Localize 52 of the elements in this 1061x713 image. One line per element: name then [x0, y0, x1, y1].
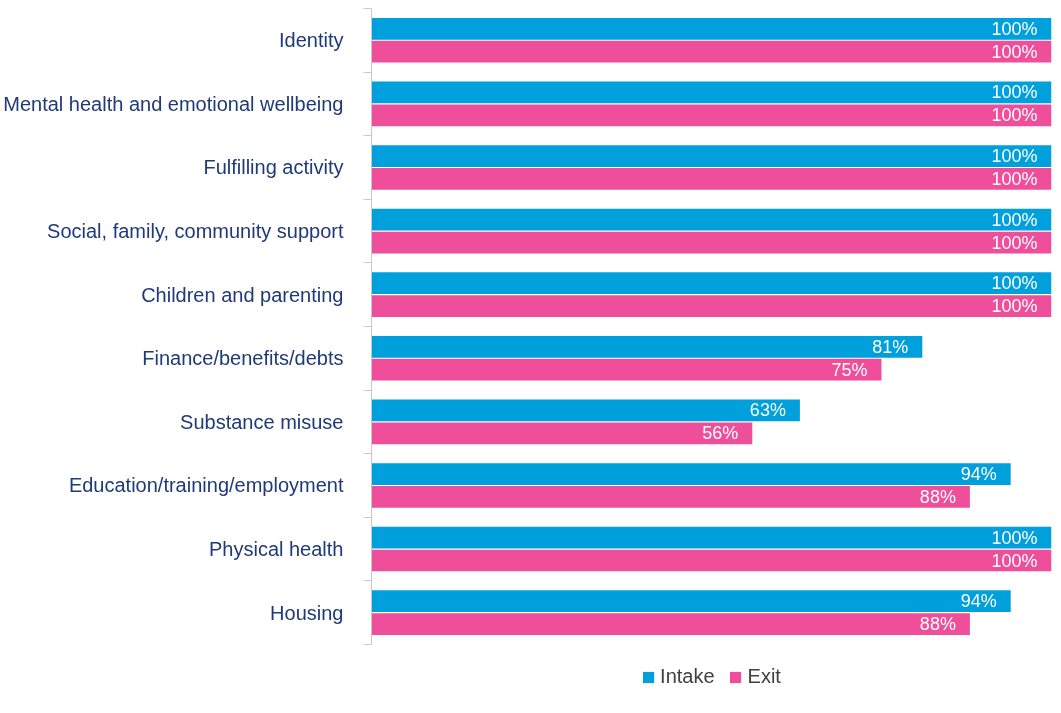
data-label: 75%: [831, 359, 868, 380]
bar: [371, 549, 1052, 572]
y-tick-label: Finance/benefits/debts: [142, 347, 344, 370]
y-tick-label: Social, family, community support: [47, 220, 344, 243]
bar: [371, 231, 1052, 254]
data-label: 100%: [991, 82, 1038, 103]
data-label: 100%: [991, 41, 1038, 62]
legend-label: Exit: [747, 665, 781, 688]
bar: [371, 272, 1052, 295]
data-label: 100%: [991, 527, 1038, 548]
y-tick-label: Children and parenting: [141, 283, 344, 306]
data-label: 88%: [919, 486, 956, 507]
y-tick-label: Housing: [270, 601, 344, 624]
data-label: 94%: [960, 591, 997, 612]
bar: [371, 40, 1052, 63]
bar: [371, 81, 1052, 104]
data-label: 100%: [991, 18, 1038, 39]
bar: [371, 168, 1052, 190]
bar: [371, 590, 1011, 613]
y-tick-label: Mental health and emotional wellbeing: [3, 92, 344, 115]
bar: [371, 295, 1052, 317]
bar: [371, 486, 970, 508]
legend-label: Intake: [660, 665, 715, 688]
data-label: 94%: [960, 464, 997, 485]
bar: [371, 17, 1052, 40]
y-tick-label: Fulfilling activity: [203, 156, 344, 179]
bar: [371, 613, 970, 635]
data-label: 100%: [991, 273, 1038, 294]
bar: [371, 463, 1011, 485]
data-label: 88%: [919, 614, 956, 635]
bar: [371, 399, 800, 422]
bar: [371, 526, 1052, 549]
bar: [371, 422, 753, 445]
data-label: 100%: [991, 550, 1038, 571]
y-tick-label: Physical health: [208, 538, 344, 561]
y-tick-label: Identity: [279, 29, 344, 52]
data-label: 100%: [991, 209, 1038, 230]
y-tick-label: Substance misuse: [180, 410, 344, 433]
data-label: 100%: [991, 105, 1038, 126]
bar: [371, 208, 1052, 231]
data-label: 81%: [872, 336, 909, 357]
data-label: 63%: [749, 400, 786, 421]
bar: [371, 145, 1052, 167]
data-label: 100%: [991, 296, 1038, 317]
data-label: 100%: [991, 146, 1038, 167]
bar: [371, 358, 882, 381]
bar: [371, 104, 1052, 127]
data-label: 100%: [991, 232, 1038, 253]
data-label: 100%: [991, 168, 1038, 189]
bar: [371, 335, 923, 358]
y-tick-label: Education/training/employment: [68, 474, 344, 497]
data-label: 56%: [702, 423, 739, 444]
